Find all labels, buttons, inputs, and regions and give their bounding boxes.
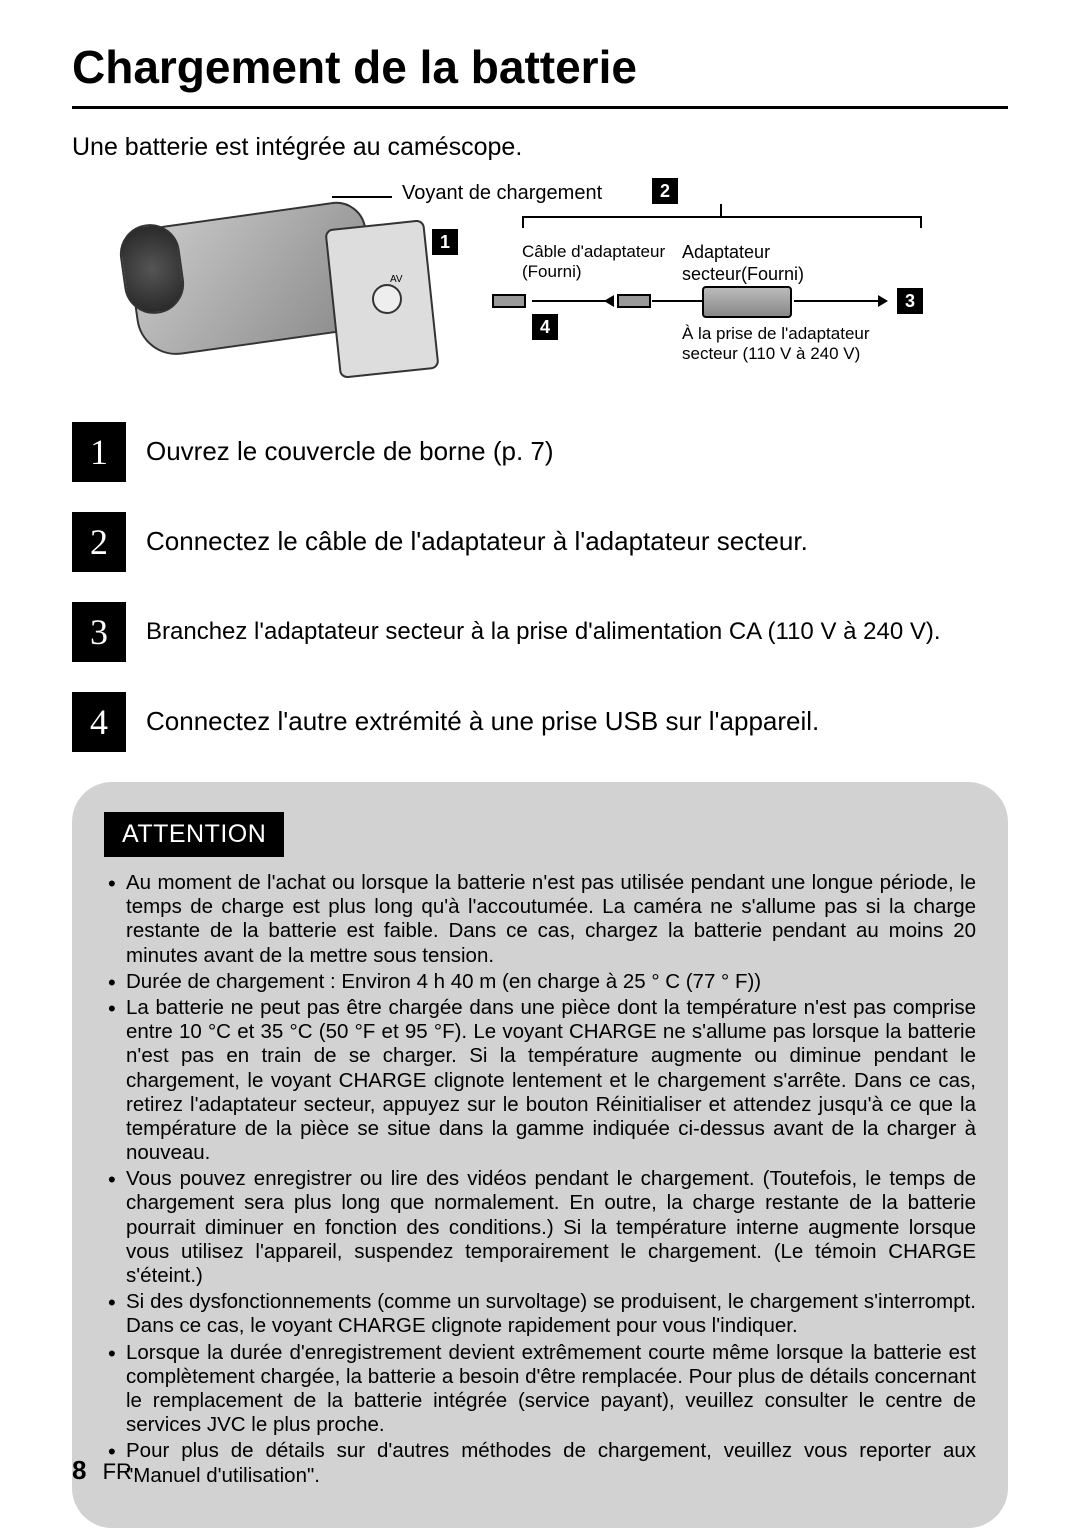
- diagram-tag-1: 1: [432, 229, 458, 255]
- page-number: 8: [72, 1455, 86, 1485]
- step-4: 4 Connectez l'autre extrémité à une pris…: [72, 692, 1008, 752]
- diagram-label-outlet-1: À la prise de l'adaptateur: [682, 324, 870, 344]
- diagram-label-cable-2: (Fourni): [522, 262, 582, 282]
- attention-box: ATTENTION Au moment de l'achat ou lorsqu…: [72, 782, 1008, 1528]
- attention-item: Au moment de l'achat ou lorsque la batte…: [104, 871, 976, 968]
- step-text: Connectez l'autre extrémité à une prise …: [146, 704, 819, 739]
- step-number: 3: [72, 602, 126, 662]
- diagram-tag-4: 4: [532, 314, 558, 340]
- attention-item: La batterie ne peut pas être chargée dan…: [104, 996, 976, 1165]
- page-title: Chargement de la batterie: [72, 40, 1008, 109]
- step-3: 3 Branchez l'adaptateur secteur à la pri…: [72, 602, 1008, 662]
- attention-item: Si des dysfonctionnements (comme un surv…: [104, 1290, 976, 1338]
- diagram-label-outlet-2: secteur (110 V à 240 V): [682, 344, 860, 364]
- page-footer: 8 FR: [72, 1455, 132, 1486]
- camcorder-illustration: AV: [122, 184, 422, 364]
- steps-list: 1 Ouvrez le couvercle de borne (p. 7) 2 …: [72, 422, 1008, 752]
- step-text: Connectez le câble de l'adaptateur à l'a…: [146, 524, 808, 559]
- attention-label: ATTENTION: [104, 812, 284, 857]
- attention-item: Durée de chargement : Environ 4 h 40 m (…: [104, 970, 976, 994]
- attention-list: Au moment de l'achat ou lorsque la batte…: [104, 871, 976, 1488]
- attention-item: Lorsque la durée d'enregistrement devien…: [104, 1341, 976, 1438]
- attention-item: Vous pouvez enregistrer ou lire des vidé…: [104, 1167, 976, 1288]
- step-1: 1 Ouvrez le couvercle de borne (p. 7): [72, 422, 1008, 482]
- diagram-label-adapter-1: Adaptateur: [682, 242, 770, 263]
- diagram-label-charging-light: Voyant de chargement: [402, 182, 602, 205]
- diagram-label-adapter-2: secteur(Fourni): [682, 264, 804, 285]
- diagram-tag-2: 2: [652, 178, 678, 204]
- diagram-tag-3: 3: [897, 288, 923, 314]
- page-lang: FR: [103, 1459, 132, 1484]
- attention-item: Pour plus de détails sur d'autres méthod…: [104, 1439, 976, 1487]
- step-text: Branchez l'adaptateur secteur à la prise…: [146, 616, 941, 648]
- step-number: 2: [72, 512, 126, 572]
- intro-text: Une batterie est intégrée au caméscope.: [72, 133, 1008, 162]
- step-number: 4: [72, 692, 126, 752]
- diagram-label-cable-1: Câble d'adaptateur: [522, 242, 665, 262]
- step-text: Ouvrez le couvercle de borne (p. 7): [146, 434, 554, 469]
- port-label-av: AV: [390, 274, 403, 285]
- step-number: 1: [72, 422, 126, 482]
- charging-diagram: AV Voyant de chargement 1 4 2 Câble d'ad…: [122, 174, 1008, 404]
- step-2: 2 Connectez le câble de l'adaptateur à l…: [72, 512, 1008, 572]
